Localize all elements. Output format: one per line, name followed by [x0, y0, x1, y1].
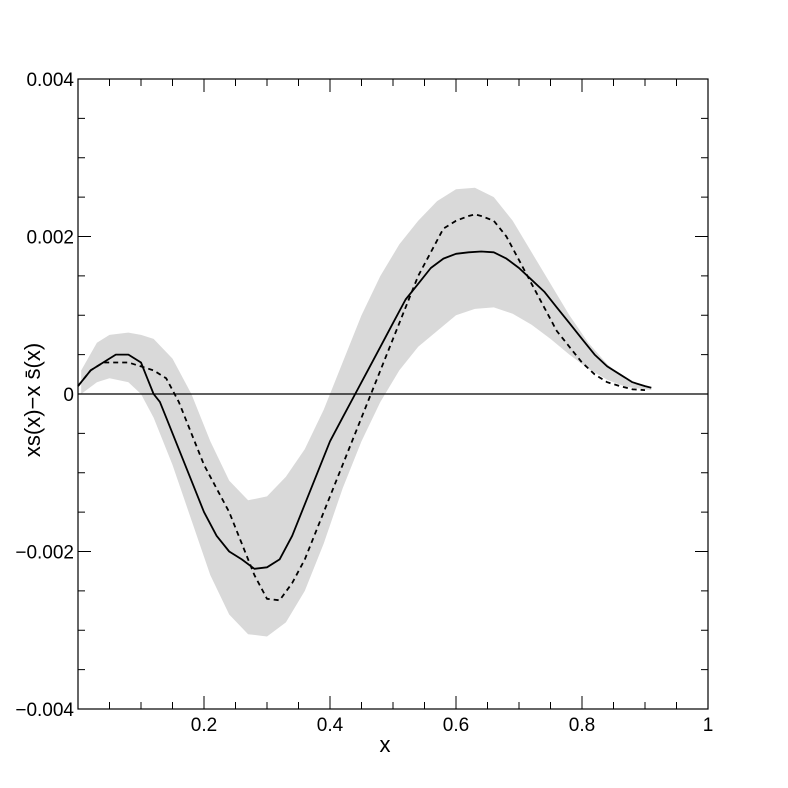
y-axis-label: xs(x)−x s̄(x): [20, 343, 45, 457]
uncertainty-band-area: [81, 187, 652, 637]
uncertainty-band: [81, 187, 652, 637]
tick-labels: 0.2 0.4 0.6 0.8 1 0.004 0.002 0 −0.002 −0.004: [15, 70, 713, 736]
y-tick-label: 0.002: [26, 228, 74, 249]
y-tick-label: −0.002: [15, 543, 74, 564]
y-tick-label: 0: [63, 385, 74, 406]
x-axis-label: x: [380, 732, 391, 757]
x-tick-label: 1: [703, 715, 714, 736]
y-tick-label: 0.004: [26, 70, 74, 91]
x-tick-label: 0.8: [569, 715, 595, 736]
solid-series-line: [77, 250, 652, 570]
x-tick-label: 0.6: [443, 715, 469, 736]
series-lines: [77, 213, 652, 602]
x-tick-label: 0.4: [317, 715, 344, 736]
axis-ticks: [77, 78, 709, 710]
x-tick-label: 0.2: [191, 715, 217, 736]
y-tick-label: −0.004: [15, 700, 74, 721]
dashed-series-line: [77, 213, 646, 602]
